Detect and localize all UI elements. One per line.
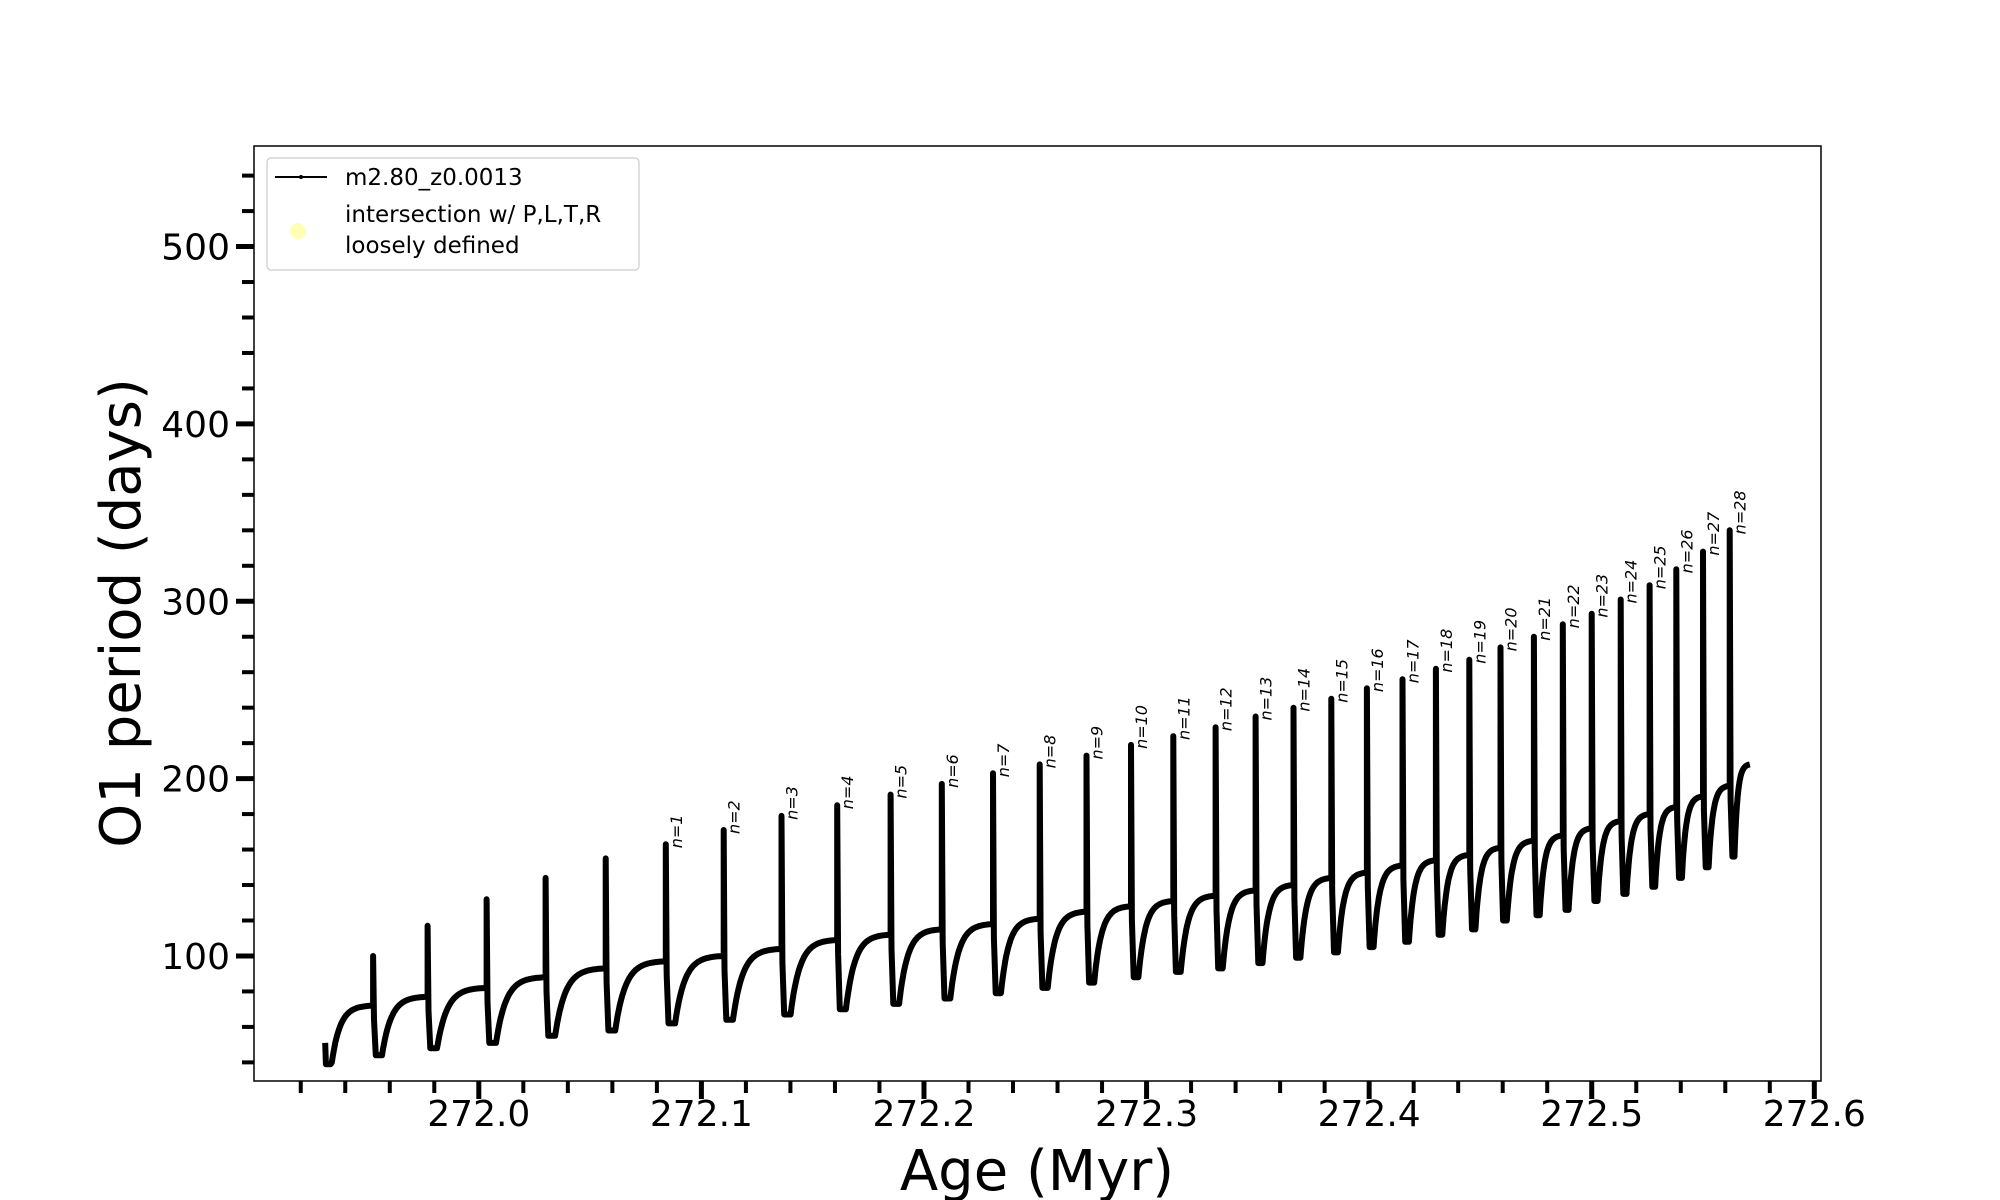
pulse-label: n=22 [1564, 584, 1583, 628]
pulse-label: n=11 [1174, 696, 1193, 740]
x-axis-label: Age (Myr) [900, 1139, 1174, 1200]
pulse-label: n=17 [1404, 639, 1423, 684]
pulse-label: n=2 [725, 800, 744, 834]
y-tick-label: 400 [161, 405, 230, 446]
pulse-label: n=14 [1294, 668, 1313, 712]
legend: m2.80_z0.0013 intersection w/ P,L,T,R lo… [266, 157, 640, 271]
x-tick-label: 272.1 [650, 1094, 753, 1135]
y-tick-label: 500 [161, 228, 230, 269]
pulse-label: n=8 [1041, 735, 1060, 769]
pulse-label: n=23 [1593, 574, 1612, 618]
legend-intersection-marker [290, 223, 306, 239]
legend-box [266, 157, 640, 271]
y-tick-label: 200 [161, 760, 230, 801]
pulse-label: n=27 [1704, 511, 1723, 556]
pulse-label: n=9 [1087, 726, 1106, 760]
pulse-label: n=18 [1437, 629, 1456, 673]
pulse-label: n=3 [783, 786, 802, 820]
pulse-label: n=4 [838, 775, 857, 809]
x-tick-label: 272.4 [1318, 1094, 1421, 1135]
pulse-label: n=21 [1535, 597, 1554, 641]
y-axis-ticks: 100 200 300 400 500 [161, 173, 254, 1065]
plot-frame [253, 145, 1822, 1082]
pulse-label: n=20 [1501, 607, 1520, 651]
pulse-label: n=19 [1470, 620, 1489, 664]
legend-label-intersection-1: intersection w/ P,L,T,R [345, 202, 601, 228]
pulse-label: n=7 [994, 743, 1013, 778]
pulse-label: n=25 [1651, 545, 1670, 589]
pulse-label: n=1 [667, 815, 686, 849]
legend-dot-swatch [299, 175, 303, 179]
pulse-label: n=16 [1368, 648, 1387, 692]
pulse-label: n=5 [892, 765, 911, 799]
x-tick-label: 272.3 [1095, 1094, 1198, 1135]
pulse-label: n=6 [943, 754, 962, 788]
pulse-label: n=10 [1132, 705, 1151, 749]
pulse-label: n=15 [1332, 659, 1351, 703]
x-axis-ticks: 272.0 272.1 272.2 272.3 272.4 272.5 272.6 [298, 1081, 1866, 1135]
x-tick-label: 272.5 [1540, 1094, 1643, 1135]
series-line-m2.80_z0.0013 [322, 527, 1753, 1068]
pulse-label: n=24 [1622, 560, 1641, 604]
legend-label-series: m2.80_z0.0013 [345, 165, 523, 191]
y-tick-label: 300 [161, 582, 230, 623]
pulse-label: n=26 [1677, 529, 1696, 573]
y-axis-label: O1 period (days) [89, 378, 154, 848]
y-tick-label: 100 [161, 937, 230, 978]
plot-marks: n=1 n=2 n=3 n=4 n=5 n=6 n=7 n=8 n=9 n=10 n=11 n=12 n… [322, 490, 1753, 1068]
x-tick-label: 272.6 [1763, 1094, 1866, 1135]
pulse-label: n=28 [1731, 490, 1750, 534]
legend-label-intersection-2: loosely defined [345, 233, 520, 259]
x-tick-label: 272.0 [427, 1094, 530, 1135]
x-tick-label: 272.2 [872, 1094, 975, 1135]
pulse-label: n=12 [1217, 687, 1236, 731]
pulse-label: n=13 [1257, 677, 1276, 721]
